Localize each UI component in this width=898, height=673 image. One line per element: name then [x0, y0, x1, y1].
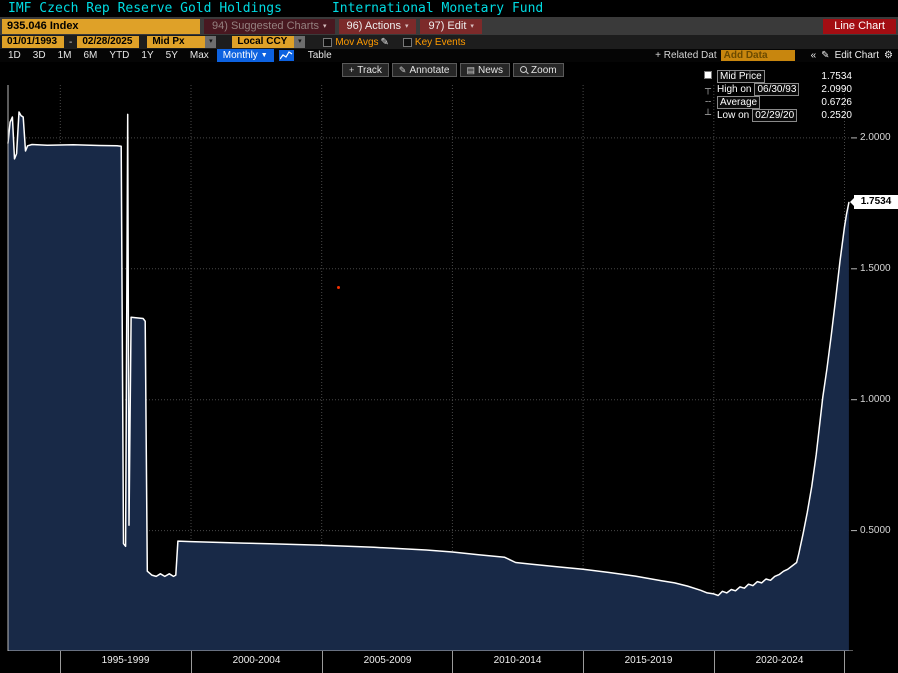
legend-row-high[interactable]: ┬ High on 06/30/93 2.0990 — [702, 83, 852, 96]
x-axis-label: 1995-1999 — [101, 655, 150, 666]
key-events-label: Key Events — [414, 36, 466, 48]
low-marker-icon: ┴ — [704, 110, 712, 121]
frequency-select[interactable]: Monthly ▼ — [216, 49, 274, 62]
track-button[interactable]: + Track — [342, 63, 389, 77]
x-axis-label: 2005-2009 — [363, 655, 412, 666]
news-label: News — [478, 64, 504, 76]
tab-ytd[interactable]: YTD — [109, 50, 130, 61]
red-artifact-dot — [337, 286, 340, 289]
chevron-down-icon[interactable]: ▾ — [205, 36, 217, 48]
chevron-down-icon: ▼ — [260, 52, 268, 59]
x-axis-label: 2015-2019 — [624, 655, 673, 666]
x-axis-tick — [191, 651, 192, 673]
tab-5y[interactable]: 5Y — [165, 50, 178, 61]
tab-6m[interactable]: 6M — [83, 50, 98, 61]
tab-3d[interactable]: 3D — [32, 50, 46, 61]
edit-chart-button[interactable]: Edit Chart — [834, 50, 880, 61]
track-label: Track — [357, 64, 382, 76]
security-long-name: International Monetary Fund — [331, 1, 544, 16]
legend-label[interactable]: Average — [717, 96, 761, 109]
x-axis-tick — [583, 651, 584, 673]
chart-type-button[interactable]: Line Chart — [823, 18, 896, 34]
pencil-icon: ✎ — [398, 64, 407, 75]
x-axis-tick — [714, 651, 715, 673]
legend-label: Low on — [717, 110, 750, 121]
legend-high-date[interactable]: 06/30/93 — [754, 83, 800, 96]
tab-1m[interactable]: 1M — [57, 50, 72, 61]
chevron-down-icon: ▾ — [323, 22, 327, 30]
page-title: IMF Czech Rep Reserve Gold Holdings — [8, 1, 282, 16]
frequency-label: Monthly — [222, 50, 258, 61]
x-axis-label: 2020-2024 — [755, 655, 804, 666]
price-field-select[interactable]: Mid Px — [147, 36, 206, 48]
edit-label: 97) Edit — [428, 19, 467, 32]
annotate-label: Annotate — [409, 64, 450, 76]
legend-value: 2.0990 — [821, 84, 852, 95]
chevron-down-icon: ▾ — [470, 22, 474, 30]
x-axis[interactable]: 1995-1999 2000-2004 2005-2009 2010-2014 2015… — [0, 651, 898, 673]
edit-menu-button[interactable]: 97) Edit ▾ — [420, 18, 482, 34]
pencil-icon[interactable]: ✎ — [380, 36, 389, 48]
x-axis-label: 2000-2004 — [232, 655, 281, 666]
suggested-charts-button[interactable]: 94) Suggested Charts ▾ — [204, 18, 335, 34]
chevron-down-icon[interactable]: ▾ — [294, 36, 306, 48]
x-axis-tick — [452, 651, 453, 673]
mov-avgs-label: Mov Avgs — [335, 36, 379, 48]
period-bar: 1D 3D 1M 6M YTD 1Y 5Y Max Monthly ▼ Tabl… — [0, 49, 898, 62]
chart-toolbar: + Track ✎ Annotate ▤ News Zoom — [342, 63, 564, 77]
legend-value: 0.2520 — [821, 110, 852, 121]
actions-label: 96) Actions — [346, 19, 401, 32]
legend-value: 0.6726 — [821, 97, 852, 108]
suggested-charts-label: 94) Suggested Charts — [212, 19, 320, 32]
chart-area[interactable]: + Track ✎ Annotate ▤ News Zoom Mid Price… — [0, 62, 898, 651]
edit-chart-group: « ✎ Edit Chart ⚙ — [811, 50, 893, 61]
x-axis-tick — [60, 651, 61, 673]
legend-label: High on — [717, 84, 752, 95]
chart-legend: Mid Price 1.7534 ┬ High on 06/30/93 2.09… — [702, 70, 852, 122]
news-icon: ▤ — [466, 64, 476, 75]
magnifier-icon — [520, 66, 528, 74]
security-bar: 935.046 Index 94) Suggested Charts ▾ 96)… — [0, 17, 898, 35]
date-range-separator: - — [69, 36, 73, 48]
zoom-button[interactable]: Zoom — [513, 63, 564, 77]
end-date-input[interactable]: 02/28/2025 — [77, 36, 140, 48]
chevron-down-icon: ▾ — [404, 22, 409, 30]
annotate-button[interactable]: ✎ Annotate — [391, 63, 457, 77]
tab-1y[interactable]: 1Y — [141, 50, 154, 61]
legend-value: 1.7534 — [821, 71, 852, 82]
x-axis-label: 2010-2014 — [493, 655, 542, 666]
add-data-input[interactable] — [720, 50, 795, 61]
key-events-checkbox[interactable] — [402, 37, 412, 47]
news-button[interactable]: ▤ News — [459, 63, 511, 77]
ticker-input[interactable]: 935.046 Index — [2, 18, 200, 34]
table-button[interactable]: Table — [307, 50, 332, 61]
legend-row-average[interactable]: ╌ Average 0.6726 — [702, 96, 852, 109]
title-bar: IMF Czech Rep Reserve Gold Holdings Inte… — [0, 0, 898, 17]
legend-row-low[interactable]: ┴ Low on 02/29/20 0.2520 — [702, 109, 852, 122]
chart-style-icon[interactable] — [278, 50, 294, 61]
related-data-button[interactable]: + Related Dat — [655, 50, 717, 61]
price-chart[interactable] — [0, 62, 898, 651]
average-marker-icon: ╌ — [704, 97, 712, 108]
series-swatch-icon — [702, 71, 714, 82]
pencil-icon: ✎ — [821, 50, 830, 61]
legend-label[interactable]: Mid Price — [717, 70, 765, 83]
tab-max[interactable]: Max — [189, 50, 209, 61]
zoom-label: Zoom — [531, 64, 557, 76]
track-crosshair-icon: + — [349, 65, 355, 75]
start-date-input[interactable]: 01/01/1993 — [2, 36, 64, 48]
legend-low-date[interactable]: 02/29/20 — [752, 109, 798, 122]
collapse-panel-icon[interactable]: « — [810, 50, 817, 61]
gear-icon[interactable]: ⚙ — [884, 50, 893, 61]
currency-select[interactable]: Local CCY — [232, 36, 295, 48]
high-marker-icon: ┬ — [704, 84, 712, 95]
legend-row-mid-price[interactable]: Mid Price 1.7534 — [702, 70, 852, 83]
settings-bar: 01/01/1993 - 02/28/2025 Mid Px ▾ Local C… — [0, 35, 898, 49]
actions-menu-button[interactable]: 96) Actions ▾ — [338, 18, 417, 34]
mov-avgs-checkbox[interactable] — [323, 37, 333, 47]
x-axis-tick — [844, 651, 845, 673]
tab-1d[interactable]: 1D — [8, 50, 21, 61]
last-price-badge: 1.7534 — [850, 195, 898, 210]
x-axis-tick — [322, 651, 323, 673]
